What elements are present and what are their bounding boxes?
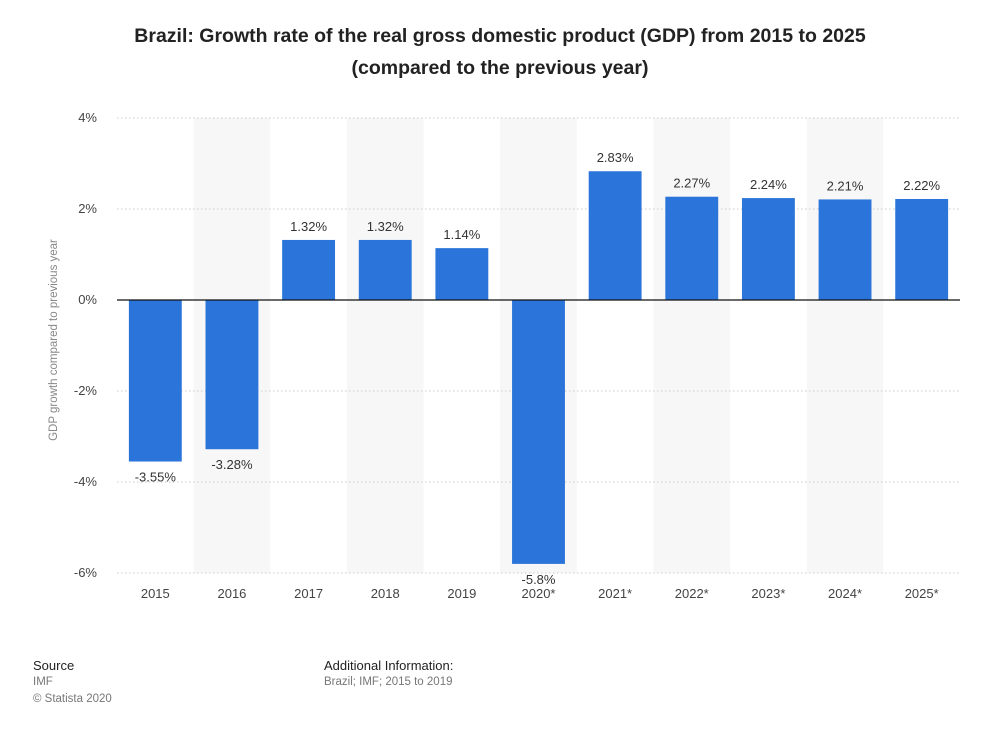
x-tick-label: 2024*: [828, 586, 862, 601]
bar: [665, 196, 719, 300]
data-label: 2.21%: [827, 178, 864, 193]
bar: [128, 300, 182, 462]
bar: [282, 239, 336, 300]
x-tick-label: 2021*: [598, 586, 632, 601]
x-tick-label: 2020*: [522, 586, 556, 601]
data-label: 2.22%: [903, 178, 940, 193]
y-tick-label: -2%: [74, 383, 98, 398]
bar: [205, 300, 259, 450]
additional-info-text: Brazil; IMF; 2015 to 2019: [324, 676, 453, 688]
source-block: Source IMF © Statista 2020: [33, 657, 112, 708]
x-tick-label: 2023*: [751, 586, 785, 601]
background-band: [653, 118, 731, 573]
x-tick-label: 2017: [294, 586, 323, 601]
bar: [895, 198, 949, 300]
additional-info-heading: Additional Information:: [324, 658, 454, 673]
data-label: 1.14%: [443, 227, 480, 242]
data-label: 1.32%: [367, 219, 404, 234]
bar: [358, 239, 412, 300]
x-tick-label: 2016: [217, 586, 246, 601]
y-tick-label: 4%: [78, 110, 97, 125]
y-tick-label: 2%: [78, 201, 97, 216]
x-tick-label: 2018: [371, 586, 400, 601]
data-label: 2.83%: [597, 150, 634, 165]
y-tick-label: 0%: [78, 292, 97, 307]
x-tick-label: 2025*: [905, 586, 939, 601]
data-label: 2.27%: [673, 176, 710, 191]
x-tick-label: 2019: [447, 586, 476, 601]
chart-title-line-2: (compared to the previous year): [351, 57, 649, 79]
chart-title: Brazil: Growth rate of the real gross do…: [0, 20, 1000, 84]
data-label: -3.28%: [211, 457, 253, 472]
background-band: [346, 118, 424, 573]
background-band: [806, 118, 884, 573]
y-tick-label: -4%: [74, 474, 98, 489]
data-label: -3.55%: [135, 470, 177, 485]
source-heading: Source: [33, 658, 75, 673]
y-axis-label: GDP growth compared to previous year: [48, 239, 60, 441]
data-label: 2.24%: [750, 177, 787, 192]
additional-info-block: Additional Information: Brazil; IMF; 201…: [324, 657, 453, 691]
source-name: IMF: [33, 676, 53, 688]
bar-chart: 4% 2% 0% -2% -4% -6% GDP growth compared to pr…: [48, 110, 960, 601]
bar: [435, 248, 489, 300]
bar: [741, 198, 795, 300]
bar: [512, 300, 565, 564]
bar: [818, 199, 872, 300]
x-tick-label: 2022*: [675, 586, 709, 601]
data-label: -5.8%: [522, 572, 556, 587]
copyright-text: © Statista 2020: [33, 693, 112, 705]
x-tick-label: 2015: [141, 586, 170, 601]
y-tick-label: -6%: [74, 565, 98, 580]
chart-title-line-1: Brazil: Growth rate of the real gross do…: [134, 25, 866, 47]
bar: [588, 171, 642, 300]
data-label: 1.32%: [290, 219, 327, 234]
